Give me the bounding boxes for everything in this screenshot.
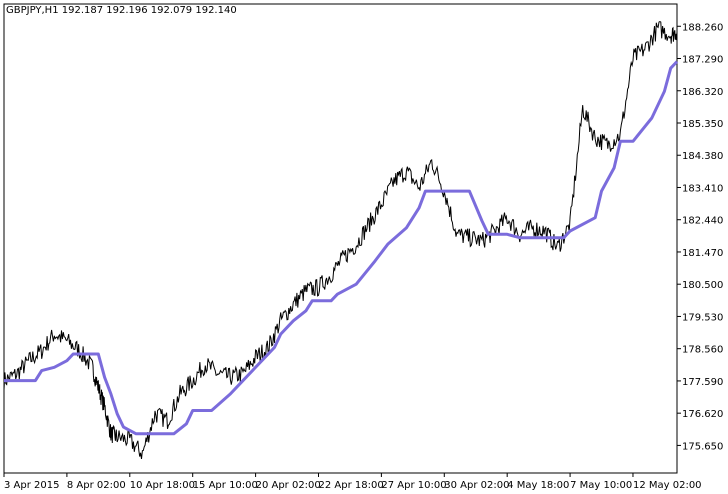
time-tick-label: 30 Apr 02:00: [444, 480, 509, 491]
price-tick-label: 183.410: [682, 183, 723, 194]
plot-frame: [3, 3, 678, 474]
series-layer: [3, 21, 679, 459]
price-tick-label: 186.320: [682, 87, 723, 98]
price-tick-label: 187.290: [682, 55, 723, 66]
price-tick-label: 181.470: [682, 248, 723, 259]
price-tick-label: 180.500: [682, 280, 723, 291]
chart-title: GBPJPY,H1 192.187 192.196 192.079 192.14…: [6, 5, 237, 16]
price-tick-label: 176.620: [682, 409, 723, 420]
time-tick-label: 8 Apr 02:00: [67, 480, 126, 491]
price-tick-label: 178.560: [682, 345, 723, 356]
time-tick-label: 22 Apr 18:00: [318, 480, 383, 491]
price-line: [3, 21, 678, 459]
price-tick-label: 182.440: [682, 216, 723, 227]
price-tick-label: 185.350: [682, 119, 723, 130]
time-tick-label: 27 Apr 10:00: [381, 480, 446, 491]
time-tick-label: 7 May 10:00: [570, 480, 632, 491]
price-axis: 188.260 187.290 186.320 185.350 184.380 183.4…: [677, 22, 723, 452]
time-tick-label: 10 Apr 18:00: [130, 480, 195, 491]
time-tick-label: 20 Apr 02:00: [256, 480, 321, 491]
time-tick-label: 4 May 18:00: [507, 480, 569, 491]
price-tick-label: 184.380: [682, 151, 723, 162]
price-tick-label: 177.590: [682, 377, 723, 388]
price-tick-label: 188.260: [682, 22, 723, 33]
time-tick-label: 15 Apr 10:00: [193, 480, 258, 491]
price-tick-label: 179.530: [682, 312, 723, 323]
indicator-line: [4, 60, 679, 436]
time-tick-label: 12 May 02:00: [633, 480, 702, 491]
time-tick-label: 3 Apr 2015: [4, 480, 59, 491]
price-tick-label: 175.650: [682, 441, 723, 452]
